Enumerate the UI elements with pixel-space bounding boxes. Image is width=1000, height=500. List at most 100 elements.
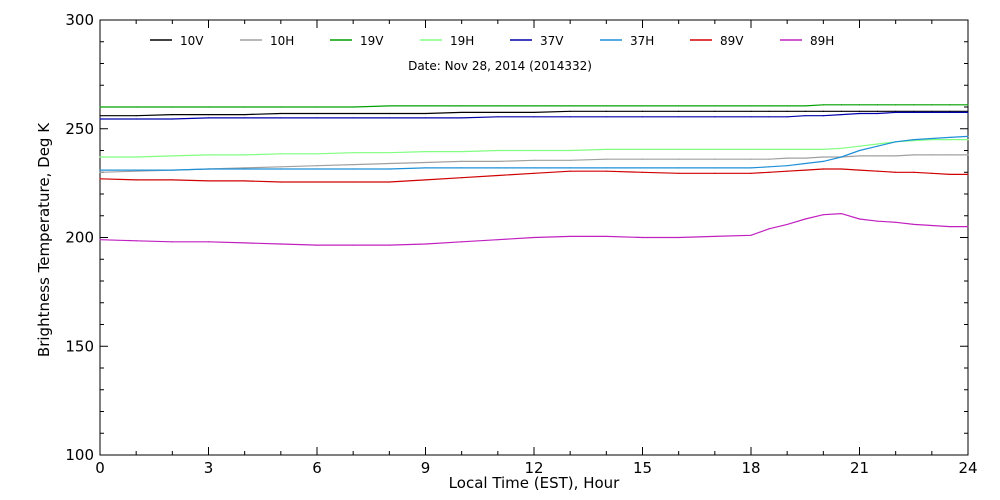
data-point-19v (822, 104, 824, 106)
series-10h (99, 154, 969, 173)
data-point-37v (171, 118, 173, 120)
data-point-19v (280, 106, 282, 108)
data-point-89h (388, 244, 390, 246)
data-point-10v (497, 111, 499, 114)
series-line-89v (99, 168, 968, 183)
x-tick-label: 6 (312, 459, 322, 477)
data-point-10h (931, 154, 933, 156)
data-point-10h (641, 158, 644, 160)
data-point-19h (244, 154, 246, 156)
data-point-37h (424, 167, 427, 169)
data-point-37v (822, 115, 824, 117)
data-point-19h (605, 148, 607, 151)
data-point-19v (804, 105, 806, 107)
data-point-37h (750, 167, 752, 169)
data-point-89h (352, 244, 354, 246)
data-point-10h (280, 166, 282, 168)
data-point-37h (605, 167, 607, 169)
data-point-10v (804, 110, 806, 112)
data-point-19h (967, 139, 969, 141)
data-point-19v (533, 105, 535, 107)
data-point-19v (171, 106, 173, 108)
data-point-19v (605, 105, 607, 107)
data-point-19v (895, 104, 897, 106)
data-point-37v (424, 117, 427, 119)
data-point-10v (280, 112, 282, 115)
data-point-10v (840, 110, 843, 112)
data-point-37h (876, 145, 879, 147)
data-point-10v (949, 110, 951, 112)
data-point-37v (967, 111, 969, 114)
data-point-89v (949, 173, 951, 176)
data-point-19h (822, 148, 824, 151)
data-point-10h (949, 154, 951, 156)
data-point-89v (461, 177, 463, 179)
data-point-19h (750, 148, 752, 151)
data-point-10v (388, 112, 390, 115)
y-axis-title: Brightness Temperature, Deg K (35, 122, 53, 357)
data-point-10h (316, 165, 318, 167)
legend-item-37v: 37V (510, 34, 564, 48)
data-point-37h (135, 169, 137, 171)
data-point-37h (171, 169, 173, 171)
chart-subtitle: Date: Nov 28, 2014 (2014332) (408, 59, 592, 73)
legend-label-37v: 37V (540, 34, 564, 48)
data-point-19v (497, 105, 499, 107)
data-point-10v (822, 110, 824, 112)
data-point-37v (840, 114, 843, 116)
data-point-37h (768, 166, 770, 168)
x-tick-label: 12 (524, 459, 543, 477)
x-tick-label: 24 (958, 459, 977, 477)
data-point-89h (533, 236, 535, 239)
data-point-19v (876, 104, 879, 106)
data-point-89v (388, 181, 390, 183)
legend-label-19v: 19V (360, 34, 384, 48)
data-point-37h (822, 160, 824, 162)
data-point-19v (316, 106, 318, 108)
data-point-10h (967, 154, 969, 156)
y-axis-ticks: 100 150 200 250 300 (65, 11, 968, 464)
series-19h (99, 139, 969, 158)
y-tick-label: 200 (65, 229, 94, 247)
data-point-89v (533, 172, 535, 174)
data-point-89h (931, 224, 933, 227)
data-point-10h (244, 167, 246, 169)
data-point-19h (641, 148, 644, 151)
data-point-89v (967, 173, 969, 176)
data-point-89v (750, 172, 752, 174)
data-point-89v (352, 181, 354, 183)
series-19v (99, 104, 969, 108)
data-point-10v (913, 110, 915, 112)
data-point-10v (135, 115, 137, 117)
data-point-37h (533, 167, 535, 169)
data-point-10v (678, 110, 680, 112)
data-point-37v (804, 115, 806, 117)
legend-item-10h: 10H (240, 34, 294, 48)
series-37h (99, 135, 969, 171)
data-point-10v (99, 115, 101, 117)
data-point-10h (804, 157, 806, 159)
data-point-10h (99, 171, 101, 173)
data-point-37h (786, 165, 788, 167)
data-point-89h (678, 236, 680, 239)
data-point-89v (786, 170, 788, 172)
data-point-10h (895, 155, 897, 157)
data-point-89h (135, 240, 137, 242)
legend-label-37h: 37H (630, 34, 654, 48)
data-point-19h (207, 154, 210, 156)
data-point-89v (171, 179, 173, 181)
data-point-37h (931, 137, 933, 140)
data-point-89h (750, 234, 752, 236)
data-point-89v (876, 170, 879, 172)
data-point-19v (135, 106, 137, 108)
data-point-10v (876, 110, 879, 112)
data-point-37v (605, 116, 607, 118)
data-point-89h (641, 236, 644, 239)
data-point-37h (461, 167, 463, 169)
data-point-89h (768, 228, 770, 230)
data-point-19h (913, 140, 915, 142)
data-point-37h (895, 141, 897, 143)
data-point-10v (895, 110, 897, 112)
data-point-19v (388, 105, 390, 107)
data-point-19h (786, 148, 788, 151)
